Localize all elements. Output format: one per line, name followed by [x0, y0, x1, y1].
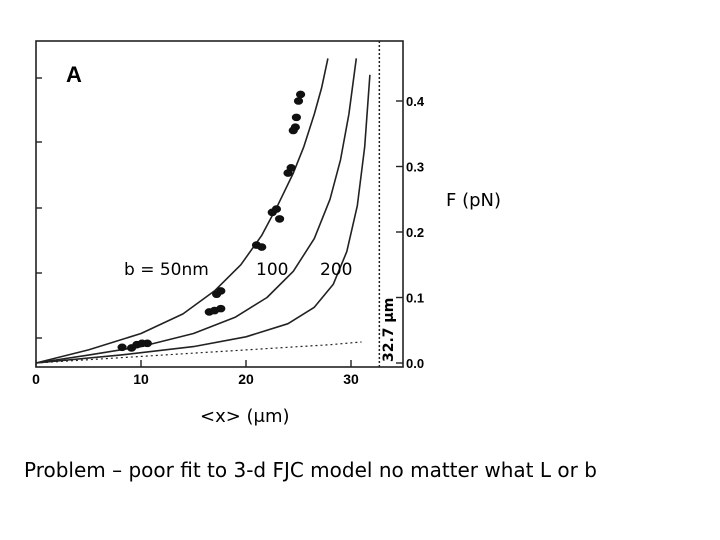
data-point	[291, 113, 301, 122]
curve-label-b50: b = 50nm	[124, 260, 209, 280]
data-point	[216, 304, 226, 313]
y-tick-label: 0.4	[406, 94, 425, 109]
y-axis-title: F (pN)	[446, 190, 502, 211]
plot-frame	[35, 40, 404, 368]
y-tick-label: 0.2	[406, 225, 424, 240]
data-point	[271, 205, 282, 213]
left-frame-ticks	[36, 77, 42, 339]
curve-label-b200: 200	[320, 260, 353, 280]
data-point	[142, 339, 152, 348]
y-axis-ticks: 0.0 0.1 0.2 0.3 0.4	[396, 94, 425, 371]
fjc-fit-curve-0	[35, 58, 329, 364]
y-tick-label: 0.0	[406, 356, 424, 371]
data-point	[295, 90, 306, 99]
baseline-dotted-curve	[35, 341, 362, 364]
x-axis-ticks: 0 10 20 30	[32, 360, 359, 387]
contour-length-label: 32.7 μm	[381, 298, 397, 362]
x-tick-label: 20	[238, 371, 254, 387]
x-axis-title: <x> (μm)	[200, 406, 290, 427]
data-point	[293, 97, 304, 105]
x-tick-label: 0	[32, 371, 40, 387]
curve-label-b100: 100	[256, 260, 289, 280]
data-point	[216, 287, 226, 295]
slide-footer: Problem – poor fit to 3-d FJC model no m…	[24, 458, 597, 482]
data-point	[290, 123, 300, 131]
x-tick-label: 30	[343, 371, 359, 387]
data-point	[257, 243, 267, 251]
fjc-fit-curve-2	[35, 74, 371, 364]
x-tick-label: 10	[133, 371, 149, 387]
y-tick-label: 0.3	[406, 160, 424, 175]
y-tick-label: 0.1	[406, 291, 424, 306]
data-point	[117, 343, 127, 352]
data-point	[274, 215, 285, 223]
data-points	[117, 90, 306, 352]
panel-letter: A	[66, 62, 82, 87]
data-point	[286, 164, 296, 172]
